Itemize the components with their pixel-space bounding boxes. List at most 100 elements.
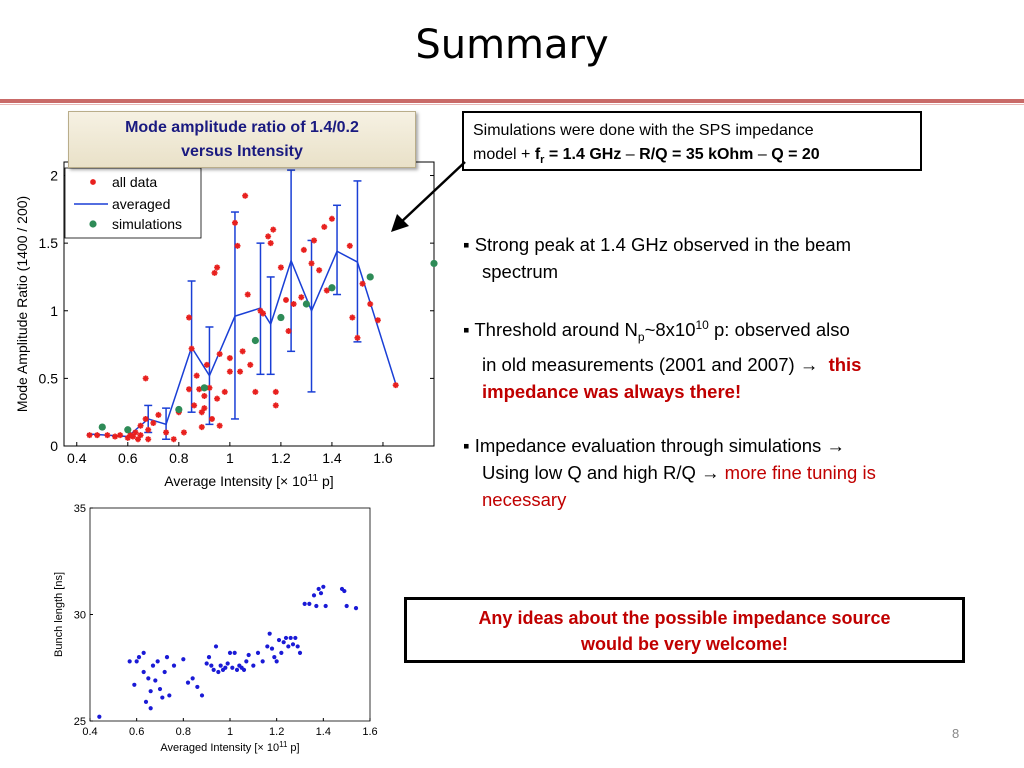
legend-all-data-label: all data (112, 174, 157, 190)
bunch-length-point (318, 591, 324, 596)
all-data-point (186, 386, 193, 393)
all-data-point (367, 301, 374, 307)
y-tick-label: 1 (50, 303, 58, 319)
bunch-length-point (190, 676, 195, 681)
sim-fr-symbol: f (534, 146, 541, 163)
bunch-length-point (146, 676, 151, 681)
bullet2-text-b: ~8x10 (644, 319, 696, 341)
all-data-point (104, 432, 111, 439)
bunch-length-point (204, 661, 209, 666)
arrow-icon: → (799, 353, 819, 375)
simulation-point (124, 426, 132, 434)
bunch-length-point (297, 650, 303, 655)
all-data-point (237, 368, 244, 375)
all-data-point (247, 361, 254, 368)
x-axis-label-suffix: p] (318, 473, 334, 489)
all-data-point (311, 237, 318, 244)
all-data-point (323, 287, 330, 294)
mode-amplitude-chart: 0.4 0.6 0.8 1 1.2 1.4 1.6 0 0.5 1 1.5 2 Average Inte… (14, 161, 438, 489)
all-data-point (129, 433, 136, 440)
y-tick-label: 1.5 (39, 235, 59, 251)
bunch-length-point (230, 665, 235, 670)
all-data-point (272, 388, 279, 395)
all-data-point (209, 415, 215, 422)
simulation-point (175, 405, 183, 414)
bunch-length-point (171, 663, 177, 668)
bunch-length-point (162, 669, 167, 675)
y-tick-label: 0.5 (39, 370, 59, 386)
bullet-marker: ▪ (463, 234, 470, 255)
page-number: 8 (952, 726, 960, 741)
arrow-icon: → (826, 434, 845, 456)
all-data-point (316, 267, 323, 274)
all-data-point (272, 402, 279, 409)
all-data-point (298, 294, 305, 301)
sim-dash1: – (621, 146, 640, 163)
bunch-length-point (164, 655, 170, 660)
all-data-point (354, 334, 361, 341)
bunch-length-point (321, 584, 326, 589)
title-divider-shadow (0, 104, 1024, 105)
bunch-length-point (148, 706, 153, 711)
bullet2-highlight-a: this (828, 353, 862, 375)
bunch-length-chart: 0.4 0.6 0.8 1 1.2 1.4 1.6 25 30 35 Averaged Intens… (53, 503, 378, 754)
x-tick-label: 1.6 (373, 450, 393, 466)
bunch-length-point (274, 659, 279, 664)
all-data-point (308, 260, 315, 267)
x-tick-label: 0.4 (82, 726, 97, 738)
x-tick-label: 0.8 (169, 450, 189, 466)
all-data-point (374, 317, 381, 324)
bunch-length-point (127, 659, 132, 664)
simulation-point (302, 300, 311, 308)
bullet2-highlight-b: impedance was always there! (482, 380, 742, 402)
all-data-point (260, 310, 267, 317)
slide-title: Summary (415, 22, 609, 68)
bunch-length-point (265, 644, 270, 649)
all-data-point (180, 429, 187, 436)
x-tick-label: 1.2 (271, 450, 291, 466)
bunch-length-point (206, 655, 212, 660)
y-axis-label: Bunch length [ns] (53, 572, 65, 657)
bunch-length-point (314, 603, 319, 609)
all-data-point (214, 264, 221, 271)
all-data-point (186, 314, 193, 321)
bunch-length-point (267, 631, 272, 636)
bunch-length-point (185, 680, 191, 685)
all-data-point (203, 361, 210, 368)
arrow-icon: → (701, 461, 720, 483)
simulation-point (277, 313, 285, 322)
chart-caption: Mode amplitude ratio of 1.4/0.2 versus I… (68, 111, 416, 168)
all-data-point (145, 426, 152, 433)
y-tick-label: 2 (50, 168, 58, 184)
legend-box (64, 167, 202, 239)
bunch-length-point (232, 650, 237, 655)
title-divider (0, 99, 1024, 103)
call-for-ideas-line2: would be very welcome! (580, 634, 789, 654)
bunch-length-point (276, 637, 282, 643)
all-data-point (216, 422, 223, 429)
bunch-length-point (260, 659, 265, 664)
x-axis-label-times: × (280, 473, 288, 489)
simulation-note-line1: Simulations were done with the SPS imped… (473, 122, 814, 139)
call-for-ideas-line1: Any ideas about the possible impedance s… (478, 608, 891, 628)
all-data-point (142, 415, 149, 422)
bunch-length-point (157, 686, 163, 692)
simulation-point (366, 273, 374, 281)
bunch-length-point (288, 635, 293, 641)
all-data-point (392, 382, 399, 389)
all-data-point (346, 242, 353, 249)
bunch-length-point (290, 642, 296, 647)
bullet1-text-cont: spectrum (482, 261, 559, 282)
bunch-length-point (132, 682, 137, 687)
bullet-item-impedance: ▪ Impedance evaluation through simulatio… (463, 432, 983, 513)
bunch-length-point (148, 689, 153, 694)
x-axis-label-prefix: Averaged Intensity [ (160, 742, 257, 754)
bunch-length-point (283, 635, 289, 641)
bullet3-highlight-b: necessary (482, 488, 567, 510)
bullet-marker: ▪ (463, 319, 470, 341)
all-data-point (226, 368, 233, 375)
bunch-length-point (311, 593, 317, 598)
simulation-point (430, 259, 438, 268)
bullet3-highlight-a: more fine tuning is (724, 461, 876, 483)
simulation-note-box: Simulations were done with the SPS imped… (462, 111, 922, 171)
